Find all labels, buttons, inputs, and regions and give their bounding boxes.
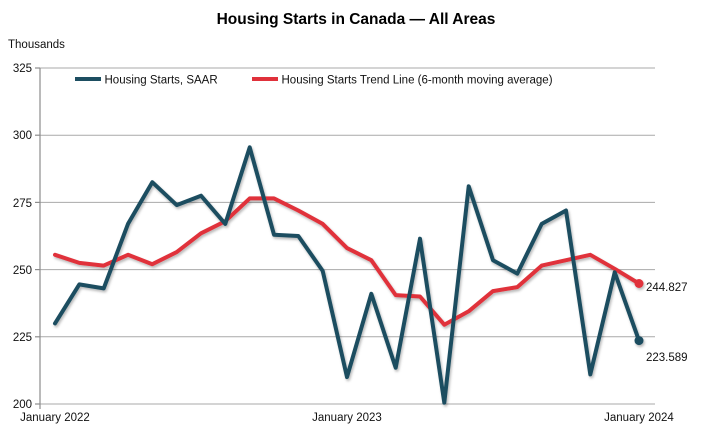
- legend: Housing Starts, SAAR Housing Starts Tren…: [75, 75, 553, 87]
- y-tick-labels: 325 300 275 250 225 200: [13, 63, 32, 411]
- x-tick-label-jan-2024: January 2024: [604, 412, 674, 424]
- saar-end-point: [634, 336, 644, 346]
- saar-line: [53, 145, 641, 405]
- x-tick-labels: January 2022 January 2023 January 2024: [20, 412, 674, 424]
- y-tick-label: 325: [13, 63, 32, 75]
- end-value-labels: 244.827 223.589: [646, 282, 688, 364]
- trend-end-point: [634, 279, 644, 289]
- chart-title: Housing Starts in Canada — All Areas: [217, 11, 496, 28]
- gridlines: [40, 67, 655, 405]
- y-tick-label: 300: [13, 130, 32, 142]
- y-tick-label: 225: [13, 332, 32, 344]
- y-axis-unit-label: Thousands: [8, 39, 65, 51]
- y-tick-label: 250: [13, 265, 32, 277]
- series-lines: [53, 145, 644, 405]
- y-tick-label: 200: [13, 399, 32, 411]
- x-tick-label-jan-2022: January 2022: [20, 412, 90, 424]
- trend-legend-label: Housing Starts Trend Line (6-month movin…: [282, 75, 553, 87]
- saar-legend-label: Housing Starts, SAAR: [105, 75, 218, 87]
- trend-end-value-label: 244.827: [646, 282, 688, 294]
- saar-end-value-label: 223.589: [646, 352, 688, 364]
- y-axis: [35, 67, 41, 409]
- y-tick-label: 275: [13, 198, 32, 210]
- x-tick-label-jan-2023: January 2023: [312, 412, 382, 424]
- trend-line: [53, 196, 641, 327]
